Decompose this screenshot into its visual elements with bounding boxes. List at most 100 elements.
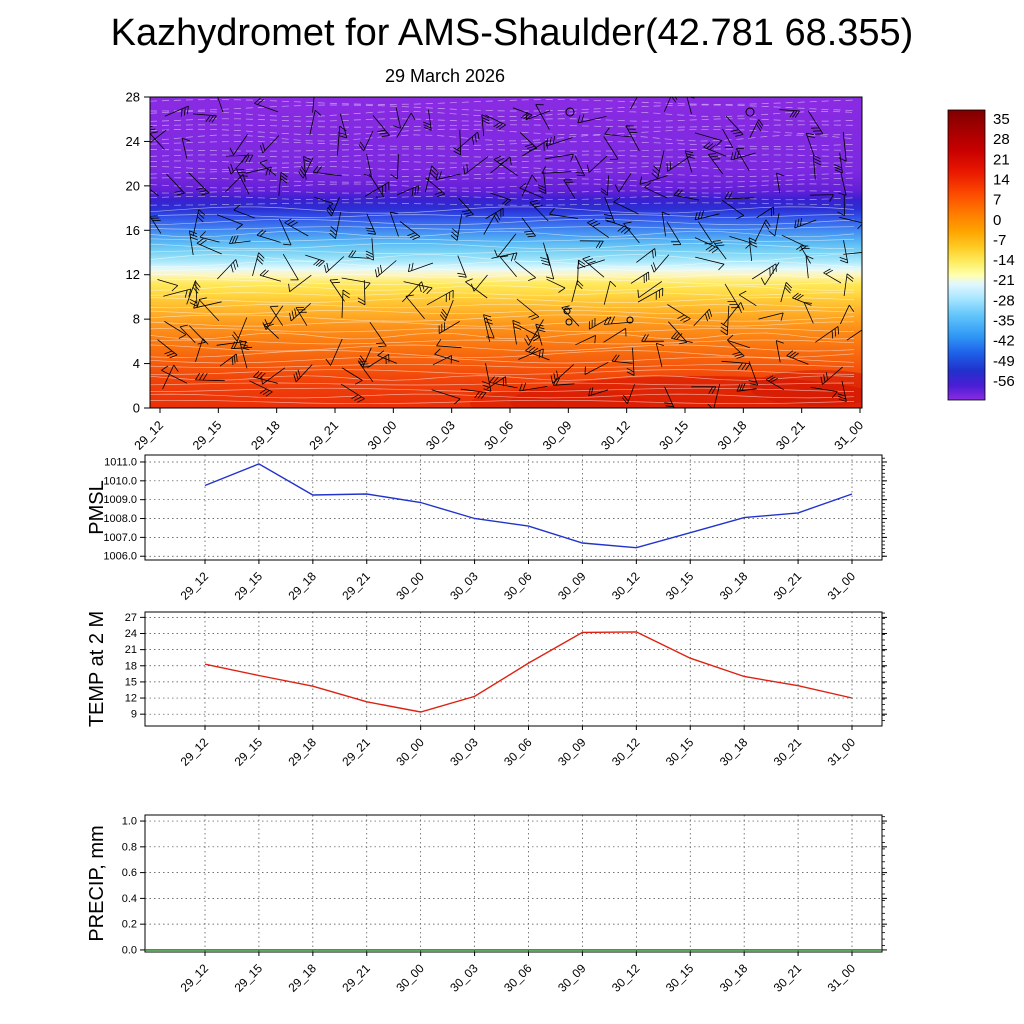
svg-text:29_12: 29_12: [178, 735, 212, 769]
temp2m-series-line: [204, 631, 853, 713]
svg-text:30_06: 30_06: [482, 418, 517, 453]
svg-text:30_00: 30_00: [393, 961, 427, 995]
svg-text:30_03: 30_03: [447, 569, 481, 603]
svg-text:-28: -28: [993, 292, 1015, 309]
temp2m-chart: 27 24 21 18 15 12 9 29_12 29_15 29_18 29_21 30_00 30…: [86, 611, 887, 769]
svg-text:24: 24: [125, 628, 137, 640]
svg-text:14: 14: [993, 171, 1010, 188]
svg-text:29_15: 29_15: [232, 569, 266, 603]
svg-text:0.0: 0.0: [122, 944, 137, 956]
svg-text:31_00: 31_00: [825, 961, 859, 995]
svg-text:30_06: 30_06: [501, 961, 535, 995]
svg-text:0.6: 0.6: [122, 867, 137, 879]
svg-text:35: 35: [993, 111, 1010, 128]
svg-text:29_18: 29_18: [285, 735, 319, 769]
svg-text:24: 24: [126, 134, 140, 149]
svg-text:0: 0: [133, 401, 140, 416]
svg-text:30_15: 30_15: [663, 569, 697, 603]
temperature-colorbar: 35 28 21 14 7 0 -7 -14 -21 -28 -35 -42 -49 -56: [947, 109, 1015, 401]
svg-text:-49: -49: [993, 353, 1015, 370]
svg-text:30_15: 30_15: [657, 418, 692, 453]
svg-text:28: 28: [993, 131, 1010, 148]
svg-text:30_21: 30_21: [771, 735, 805, 769]
page-title: Kazhydromet for AMS-Shaulder(42.781 68.3…: [110, 12, 914, 54]
svg-text:30_03: 30_03: [447, 735, 481, 769]
svg-text:30_21: 30_21: [771, 569, 805, 603]
svg-text:21: 21: [993, 151, 1010, 168]
svg-text:1006.0: 1006.0: [103, 551, 137, 563]
svg-text:30_21: 30_21: [773, 418, 808, 453]
svg-text:30_09: 30_09: [555, 735, 589, 769]
svg-text:28: 28: [126, 90, 140, 105]
svg-text:0.4: 0.4: [122, 893, 137, 905]
svg-text:1009.0: 1009.0: [103, 494, 137, 506]
svg-text:30_03: 30_03: [423, 418, 458, 453]
svg-text:30_18: 30_18: [717, 961, 751, 995]
svg-text:30_18: 30_18: [717, 735, 751, 769]
svg-text:30_12: 30_12: [598, 418, 633, 453]
svg-text:8: 8: [133, 312, 140, 327]
svg-text:27: 27: [125, 612, 137, 624]
temp2m-axis-title: TEMP at 2 M: [86, 611, 108, 727]
svg-text:-14: -14: [993, 252, 1015, 269]
svg-text:30_12: 30_12: [609, 735, 643, 769]
svg-text:30_21: 30_21: [771, 961, 805, 995]
pmsl-chart: 1011.0 1010.0 1009.0 1008.0 1007.0 1006.0 29_1…: [86, 454, 887, 603]
date-subtitle: 29 March 2026: [384, 66, 506, 86]
svg-text:-42: -42: [993, 333, 1015, 350]
svg-text:30_15: 30_15: [663, 961, 697, 995]
svg-text:29_21: 29_21: [339, 961, 373, 995]
svg-text:-21: -21: [993, 272, 1015, 289]
svg-text:0: 0: [993, 212, 1001, 229]
svg-text:16: 16: [126, 223, 140, 238]
svg-text:1010.0: 1010.0: [103, 475, 137, 487]
svg-text:-56: -56: [993, 373, 1015, 390]
svg-text:0.2: 0.2: [122, 919, 137, 931]
svg-text:29_21: 29_21: [339, 735, 373, 769]
svg-text:30_09: 30_09: [555, 961, 589, 995]
svg-text:1.0: 1.0: [122, 816, 137, 828]
svg-text:30_00: 30_00: [393, 569, 427, 603]
svg-text:12: 12: [126, 267, 140, 282]
cross-section-field: [150, 97, 862, 408]
pmsl-series-line: [204, 463, 853, 549]
svg-text:30_15: 30_15: [663, 735, 697, 769]
svg-text:1011.0: 1011.0: [104, 456, 137, 468]
svg-text:18: 18: [125, 660, 137, 672]
svg-text:29_12: 29_12: [132, 418, 167, 453]
svg-text:31_00: 31_00: [832, 418, 867, 453]
svg-text:30_12: 30_12: [609, 961, 643, 995]
svg-text:30_00: 30_00: [393, 735, 427, 769]
svg-text:30_18: 30_18: [715, 418, 750, 453]
svg-text:15: 15: [125, 676, 137, 688]
svg-text:30_03: 30_03: [447, 961, 481, 995]
svg-text:31_00: 31_00: [825, 735, 859, 769]
svg-text:0.8: 0.8: [122, 841, 137, 853]
precip-axis-title: PRECIP, mm: [86, 825, 108, 941]
svg-text:9: 9: [131, 709, 137, 721]
svg-text:29_21: 29_21: [307, 418, 342, 453]
svg-text:-7: -7: [993, 232, 1006, 249]
svg-text:-35: -35: [993, 313, 1015, 330]
svg-text:30_18: 30_18: [717, 569, 751, 603]
svg-text:4: 4: [133, 356, 140, 371]
svg-text:29_18: 29_18: [285, 569, 319, 603]
svg-text:29_15: 29_15: [232, 735, 266, 769]
svg-text:30_09: 30_09: [555, 569, 589, 603]
wind-barbs: [150, 97, 862, 408]
svg-text:29_15: 29_15: [190, 418, 225, 453]
svg-text:7: 7: [993, 192, 1001, 209]
cross-section-panel: 0 4 8 12 16 20 24 28 29_12 29_15 29_18 29_21 30_00 30…: [126, 90, 1015, 453]
svg-text:12: 12: [125, 693, 137, 705]
svg-text:1008.0: 1008.0: [103, 513, 137, 525]
svg-text:29_12: 29_12: [178, 569, 212, 603]
svg-text:31_00: 31_00: [825, 569, 859, 603]
pmsl-axis-title: PMSL: [86, 480, 108, 534]
svg-text:30_09: 30_09: [540, 418, 575, 453]
svg-text:30_06: 30_06: [501, 569, 535, 603]
svg-text:30_06: 30_06: [501, 735, 535, 769]
svg-text:29_15: 29_15: [232, 961, 266, 995]
svg-text:30_12: 30_12: [609, 569, 643, 603]
svg-text:29_21: 29_21: [339, 569, 373, 603]
